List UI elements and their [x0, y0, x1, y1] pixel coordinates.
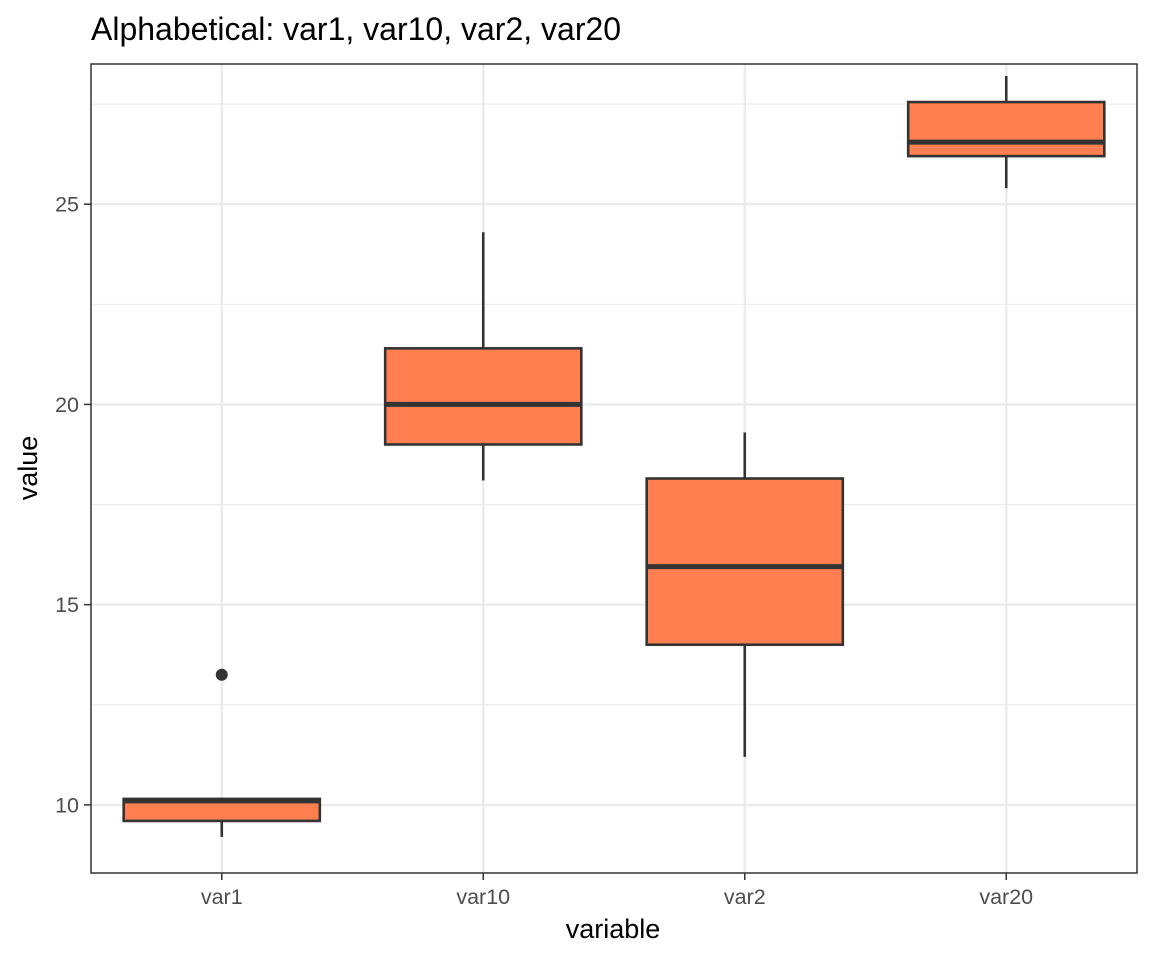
x-tick-label: var1: [201, 885, 243, 909]
y-tick-label: 10: [55, 793, 79, 817]
x-tick-label: var2: [724, 885, 766, 909]
x-tick-label: var20: [979, 885, 1033, 909]
y-tick-label: 25: [55, 193, 79, 217]
box-var2: [645, 477, 845, 647]
y-tick-label: 20: [55, 393, 79, 417]
x-axis-title: variable: [566, 914, 661, 944]
y-tick-label: 15: [55, 593, 79, 617]
plot-panel: [91, 64, 1137, 873]
outlier-point: [215, 668, 228, 681]
chart-title: Alphabetical: var1, var10, var2, var20: [91, 11, 621, 47]
y-axis-title: value: [13, 436, 43, 501]
box-var10: [383, 347, 583, 446]
box-var20: [906, 100, 1106, 158]
panel-border: [90, 63, 1138, 874]
x-tick-label: var10: [456, 885, 510, 909]
